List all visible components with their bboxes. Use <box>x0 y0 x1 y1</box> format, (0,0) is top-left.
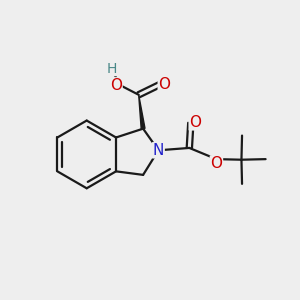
Text: O: O <box>158 77 170 92</box>
Text: O: O <box>210 156 222 171</box>
Text: N: N <box>153 143 164 158</box>
Text: O: O <box>110 78 122 93</box>
Text: H: H <box>106 61 117 76</box>
Text: O: O <box>189 115 201 130</box>
Polygon shape <box>139 95 145 129</box>
